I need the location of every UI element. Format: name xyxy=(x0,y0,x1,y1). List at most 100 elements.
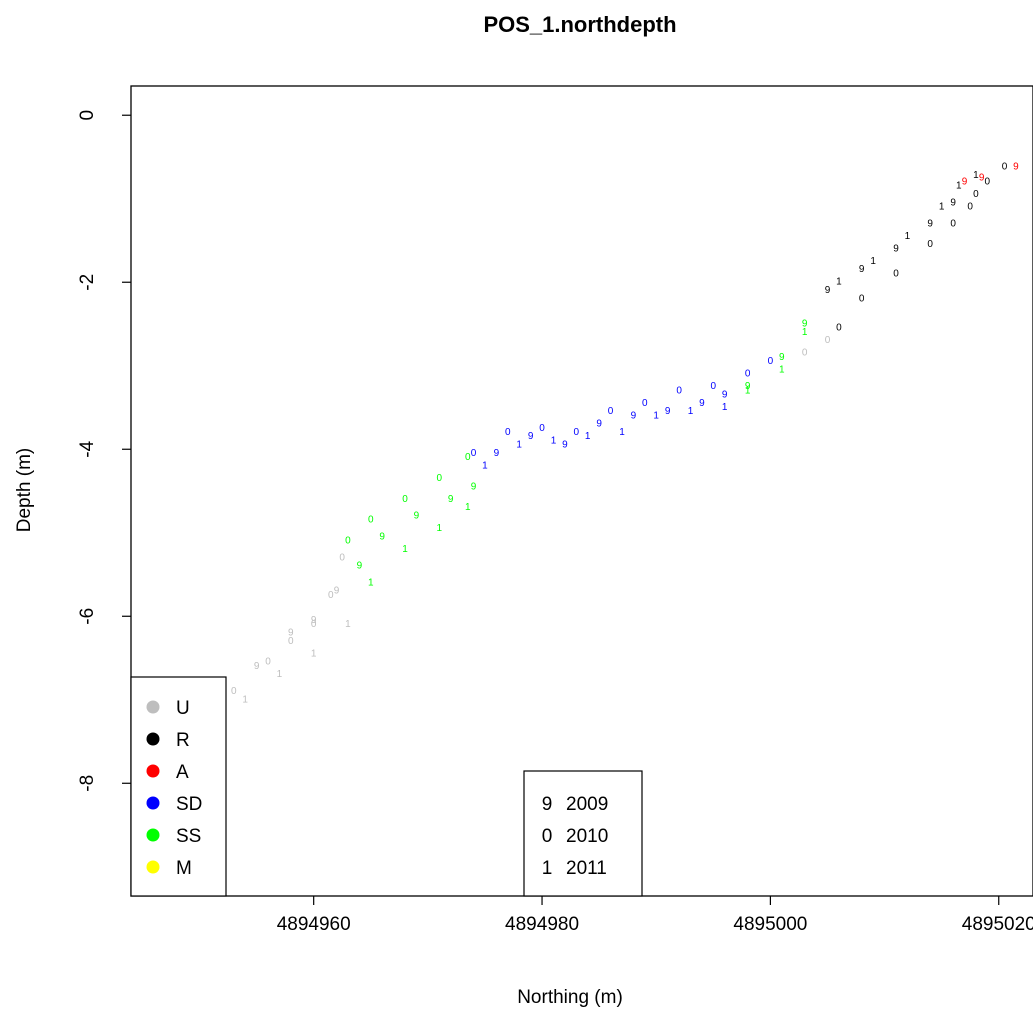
data-point: 0 xyxy=(402,494,408,505)
data-point: 9 xyxy=(414,511,420,522)
data-point: 1 xyxy=(905,231,911,242)
data-point: 0 xyxy=(745,369,751,380)
data-point: 0 xyxy=(539,423,545,434)
data-point: 0 xyxy=(339,552,345,563)
data-points: 0000000000000000000000000000000000999999… xyxy=(174,162,1019,764)
data-point: 0 xyxy=(973,189,979,200)
data-point: 0 xyxy=(288,636,294,647)
year-legend-symbol: 9 xyxy=(542,794,553,815)
data-point: 0 xyxy=(711,381,717,392)
year-legend-label: 2011 xyxy=(566,858,607,879)
data-point: 9 xyxy=(962,177,968,188)
data-point: 9 xyxy=(562,440,568,451)
data-point: 0 xyxy=(676,385,682,396)
y-tick-label: 0 xyxy=(77,110,98,121)
data-point: 1 xyxy=(722,402,728,413)
data-point: 0 xyxy=(893,268,899,279)
legend-marker xyxy=(146,860,160,874)
data-point: 1 xyxy=(465,502,471,513)
legend-label: SD xyxy=(176,794,202,815)
data-point: 0 xyxy=(368,515,374,526)
data-point: 0 xyxy=(505,427,511,438)
data-point: 9 xyxy=(699,398,705,409)
x-axis-label: Northing (m) xyxy=(517,987,623,1008)
data-point: 9 xyxy=(596,419,602,430)
data-point: 1 xyxy=(688,406,694,417)
data-point: 9 xyxy=(722,390,728,401)
data-point: 9 xyxy=(448,494,454,505)
chart-title: POS_1.northdepth xyxy=(483,12,676,37)
data-point: 1 xyxy=(277,669,283,680)
data-point: 1 xyxy=(653,410,659,421)
data-point: 0 xyxy=(608,406,614,417)
data-point: 0 xyxy=(1002,162,1008,173)
data-point: 1 xyxy=(551,435,557,446)
data-point: 1 xyxy=(585,431,591,442)
data-point: 9 xyxy=(334,586,340,597)
data-point: 0 xyxy=(642,398,648,409)
data-point: 1 xyxy=(619,427,625,438)
legend-marker xyxy=(146,700,160,714)
data-point: 9 xyxy=(825,285,831,296)
data-point: 1 xyxy=(870,256,876,267)
legend-marker xyxy=(146,828,160,842)
data-point: 9 xyxy=(357,561,363,572)
data-point: 9 xyxy=(665,406,671,417)
data-point: 9 xyxy=(494,448,500,459)
data-point: 9 xyxy=(254,661,260,672)
legend-marker xyxy=(146,764,160,778)
x-axis: 4894960 4894980 4895000 4895020 xyxy=(277,896,1033,935)
data-point: 0 xyxy=(345,536,351,547)
data-point: 1 xyxy=(311,648,317,659)
legend-label: U xyxy=(176,698,190,719)
legend-label: M xyxy=(176,858,192,879)
data-point: 0 xyxy=(768,356,774,367)
data-point: 0 xyxy=(985,177,991,188)
year-legend-box xyxy=(523,770,643,897)
year-legend: 9 2009 0 2010 1 2011 xyxy=(523,770,643,897)
data-point: 9 xyxy=(1013,162,1019,173)
data-point: 1 xyxy=(802,327,808,338)
x-tick-label: 4895000 xyxy=(733,914,807,935)
year-legend-symbol: 0 xyxy=(542,826,553,847)
data-point: 9 xyxy=(288,628,294,639)
data-point: 1 xyxy=(939,202,945,213)
data-point: 0 xyxy=(465,452,471,463)
year-legend-symbol: 1 xyxy=(542,858,553,879)
legend-marker xyxy=(146,732,160,746)
data-point: 9 xyxy=(311,615,317,626)
legend-label: SS xyxy=(176,826,201,847)
legend-label: R xyxy=(176,730,190,751)
data-point: 1 xyxy=(402,544,408,555)
data-point: 9 xyxy=(528,431,534,442)
data-point: 9 xyxy=(979,172,985,183)
data-point: 9 xyxy=(859,264,865,275)
y-tick-label: -4 xyxy=(77,440,98,457)
y-tick-label: -8 xyxy=(77,775,98,792)
data-point: 9 xyxy=(802,319,808,330)
status-legend-box xyxy=(130,676,227,897)
data-point: 9 xyxy=(779,352,785,363)
x-tick-label: 4894980 xyxy=(505,914,579,935)
year-legend-label: 2009 xyxy=(566,794,608,815)
data-point: 0 xyxy=(574,427,580,438)
data-point: 0 xyxy=(437,473,443,484)
data-point: 9 xyxy=(893,243,899,254)
x-tick-label: 4895020 xyxy=(962,914,1033,935)
data-point: 0 xyxy=(825,335,831,346)
data-point: 0 xyxy=(231,686,237,697)
legend-marker xyxy=(146,796,160,810)
data-point: 1 xyxy=(345,619,351,630)
data-point: 1 xyxy=(242,694,248,705)
data-point: 9 xyxy=(631,410,637,421)
data-point: 1 xyxy=(516,440,522,451)
data-point: 0 xyxy=(328,590,334,601)
data-point: 9 xyxy=(471,481,477,492)
data-point: 0 xyxy=(859,293,865,304)
data-point: 9 xyxy=(950,197,956,208)
data-point: 1 xyxy=(482,460,488,471)
y-axis-label: Depth (m) xyxy=(14,448,35,532)
data-point: 0 xyxy=(950,218,956,229)
year-legend-label: 2010 xyxy=(566,826,608,847)
